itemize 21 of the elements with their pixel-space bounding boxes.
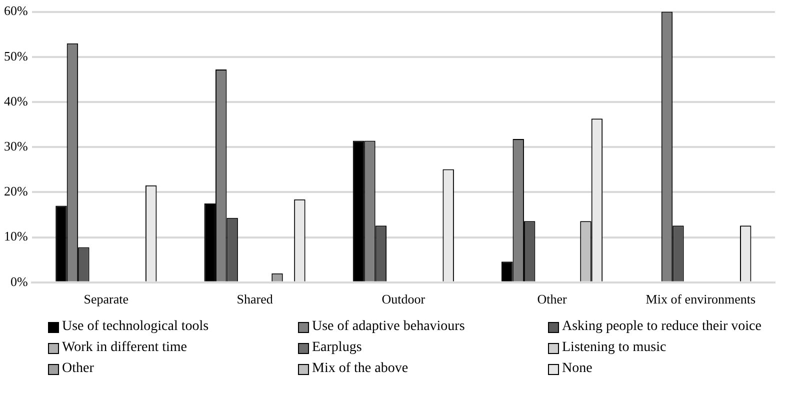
x-tick-label: Other xyxy=(537,292,568,307)
y-tick-label: 30% xyxy=(4,138,28,154)
y-tick-label: 0% xyxy=(10,274,28,289)
x-tick-label: Outdoor xyxy=(382,292,426,307)
x-tick-label: Mix of environments xyxy=(646,292,756,307)
legend-label: Work in different time xyxy=(62,339,187,357)
y-tick-label: 40% xyxy=(4,93,28,108)
legend-label: Use of adaptive behaviours xyxy=(312,318,465,336)
legend-label: Earplugs xyxy=(312,339,362,357)
x-tick-label: Separate xyxy=(84,292,129,307)
y-tick-label: 60% xyxy=(4,3,28,18)
y-tick-label: 50% xyxy=(4,48,28,64)
legend-label: Other xyxy=(62,360,94,378)
y-tick-label: 20% xyxy=(4,184,28,199)
y-tick-label: 10% xyxy=(4,228,28,244)
legend-label: Listening to music xyxy=(562,339,666,357)
legend-label: Use of technological tools xyxy=(62,318,209,336)
legend-label: Asking people to reduce their voice xyxy=(562,318,762,336)
x-tick-label: Shared xyxy=(236,292,274,307)
legend-label: None xyxy=(562,360,592,378)
legend-label: Mix of the above xyxy=(312,360,408,378)
